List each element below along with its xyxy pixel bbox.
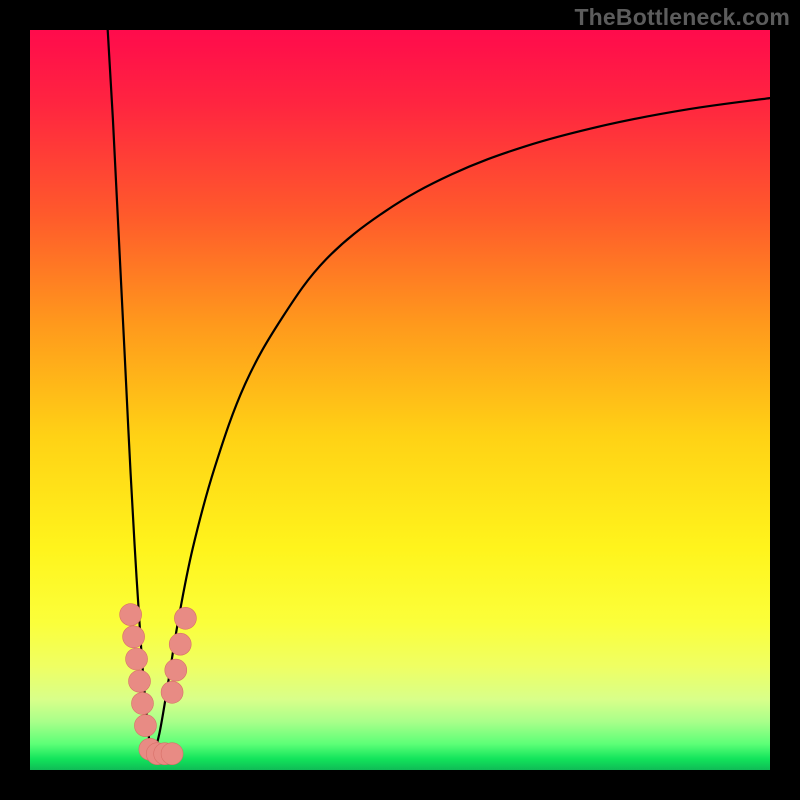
data-marker: [134, 715, 156, 737]
plot-area: [30, 30, 770, 770]
data-marker: [174, 607, 196, 629]
data-marker: [161, 681, 183, 703]
data-marker: [161, 743, 183, 765]
chart-svg: [30, 30, 770, 770]
data-marker: [129, 670, 151, 692]
data-marker: [120, 604, 142, 626]
data-marker: [169, 633, 191, 655]
data-marker: [165, 659, 187, 681]
data-marker: [126, 648, 148, 670]
watermark-text: TheBottleneck.com: [574, 4, 790, 31]
data-marker: [123, 626, 145, 648]
data-marker: [131, 692, 153, 714]
chart-frame: TheBottleneck.com: [0, 0, 800, 800]
